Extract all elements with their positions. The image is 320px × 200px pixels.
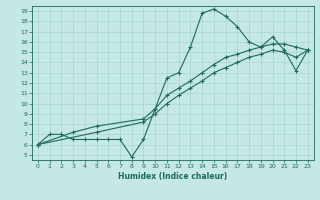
X-axis label: Humidex (Indice chaleur): Humidex (Indice chaleur) [118,172,228,181]
